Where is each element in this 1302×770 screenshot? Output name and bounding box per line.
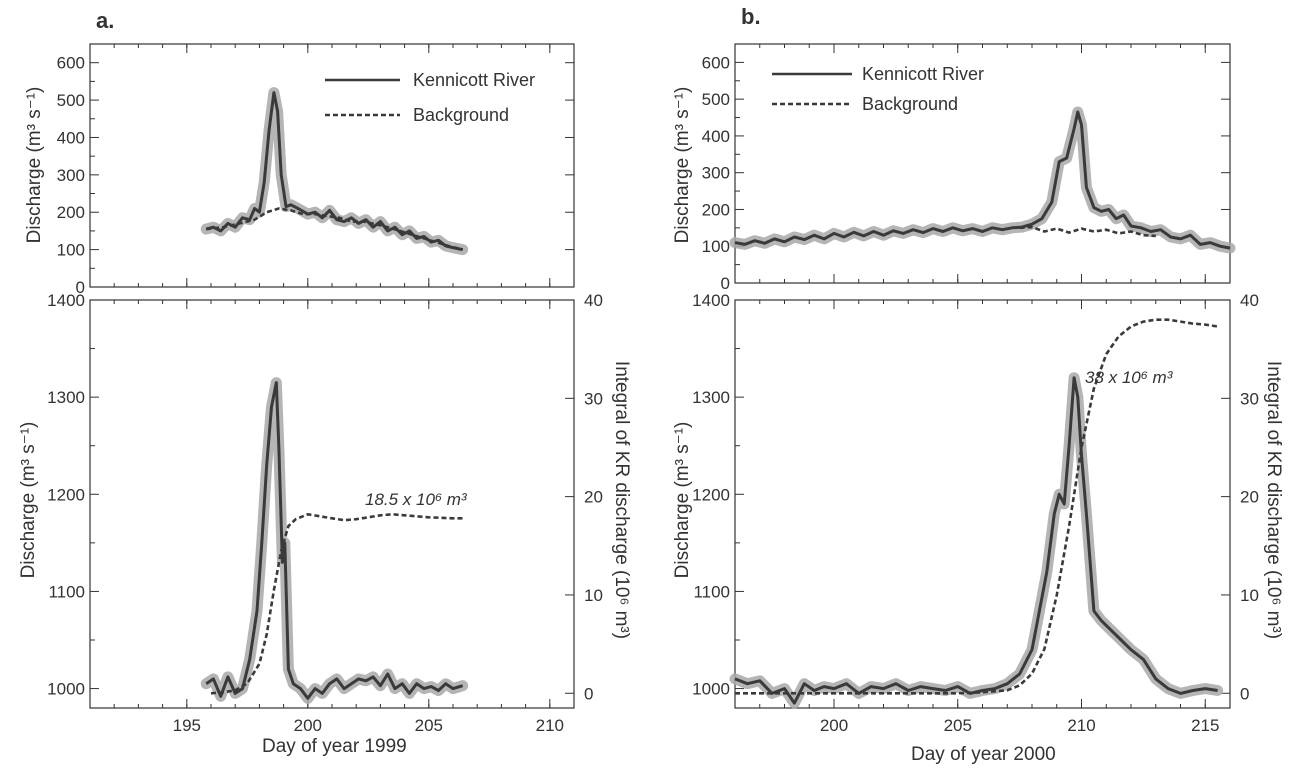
legend-b-kennicott-label: Kennicott River: [862, 64, 984, 84]
plot-frame: [89, 299, 575, 709]
y2-tick-label: 0: [1240, 684, 1249, 703]
series-line-2: [735, 318, 1218, 695]
y-tick-label: 1100: [693, 582, 730, 601]
y-tick-label: 1400: [47, 291, 85, 310]
annotation-b: 38 x 10⁶ m³: [1085, 368, 1174, 387]
y-tick-label: 500: [702, 90, 730, 109]
y2-tick-label: 10: [584, 586, 603, 605]
y2-tick-label: 30: [1240, 389, 1259, 408]
x-tick-label: 195: [173, 716, 201, 735]
y2-tick-label: 30: [584, 389, 603, 408]
y-tick-label: 1400: [692, 291, 730, 310]
y-axis-title-a-top: Discharge (m³ s⁻¹): [24, 87, 45, 244]
uncertainty-band-1: [729, 106, 1236, 254]
y-tick-label: 1000: [692, 680, 730, 699]
y-axis-title-b-bottom: Discharge (m³ s⁻¹): [672, 422, 693, 579]
annotation-a: 18.5 x 10⁶ m³: [365, 490, 468, 509]
y2-tick-label: 20: [1240, 488, 1259, 507]
x-tick-label: 205: [415, 716, 443, 735]
y-tick-label: 1200: [692, 485, 730, 504]
uncertainty-band-1: [200, 377, 469, 704]
chart-panel-1: 0 100 200 300 400 500 600: [57, 43, 575, 297]
y-tick-label: 100: [702, 237, 730, 256]
y-axis-title-a-bottom: Discharge (m³ s⁻¹): [18, 422, 39, 579]
legend-b-background-label: Background: [862, 94, 958, 114]
y-tick-label: 600: [57, 54, 85, 73]
y2-tick-label: 40: [584, 291, 603, 310]
y2-axis-title-a: Integral of KR discharge (10⁶ m³): [611, 361, 632, 639]
x-tick-label: 200: [820, 716, 848, 735]
plot-frame: [734, 299, 1231, 709]
y-tick-label: 100: [57, 241, 85, 260]
y-tick-label: 1300: [47, 388, 85, 407]
y-tick-label: 500: [57, 91, 85, 110]
x-tick-label: 210: [536, 716, 564, 735]
y2-axis-title-b: Integral of KR discharge (10⁶ m³): [1263, 361, 1284, 639]
y-tick-label: 400: [702, 127, 730, 146]
series-line-1: [205, 91, 463, 252]
x-tick-label: 205: [944, 716, 972, 735]
y-tick-label: 1300: [692, 388, 730, 407]
x-tick-label: 215: [1191, 716, 1219, 735]
y-tick-label: 600: [702, 53, 730, 72]
chart-panel-3: 0 100 200 300 400 500 600: [702, 43, 1236, 293]
chart-panel-4: 200 205 210 215 1000 1100 1200 1300 1400 0 10 20 30 4…: [692, 291, 1259, 735]
series-line-2: [210, 513, 463, 695]
legend-a-kennicott-label: Kennicott River: [413, 70, 535, 90]
x-axis-title-b: Day of year 2000: [911, 744, 1056, 765]
panel-letter-a: a.: [96, 8, 114, 33]
y-tick-label: 0: [76, 278, 85, 297]
legend-a: Kennicott River Background: [325, 70, 535, 125]
y-tick-label: 1200: [47, 485, 85, 504]
y-tick-label: 400: [57, 128, 85, 147]
series-line-1: [734, 110, 1231, 250]
uncertainty-band-1: [729, 372, 1224, 709]
series-line-1: [734, 376, 1218, 705]
chart-panel-2: 195 200 205 210 1000 1100 1200 1300 1400 0 10 20 30 4…: [47, 291, 603, 735]
y-tick-label: 300: [57, 166, 85, 185]
legend-a-background-label: Background: [413, 105, 509, 125]
y-tick-label: 200: [702, 200, 730, 219]
y-tick-label: 300: [702, 164, 730, 183]
y-tick-label: 200: [57, 203, 85, 222]
x-tick-label: 210: [1067, 716, 1095, 735]
x-tick-label: 200: [294, 716, 322, 735]
y2-tick-label: 0: [584, 684, 593, 703]
y2-tick-label: 10: [1240, 586, 1259, 605]
y-tick-label: 0: [721, 274, 730, 293]
x-axis-title-a: Day of year 1999: [262, 736, 407, 757]
y-axis-title-b-top: Discharge (m³ s⁻¹): [672, 87, 693, 244]
series-line-2: [206, 207, 464, 251]
y-tick-label: 1000: [47, 680, 85, 699]
y2-tick-label: 20: [584, 488, 603, 507]
y2-tick-label: 40: [1240, 291, 1259, 310]
series-line-1: [205, 381, 464, 700]
y-tick-label: 1100: [48, 582, 85, 601]
legend-b: Kennicott River Background: [772, 64, 984, 114]
panel-letter-b: b.: [741, 4, 761, 29]
